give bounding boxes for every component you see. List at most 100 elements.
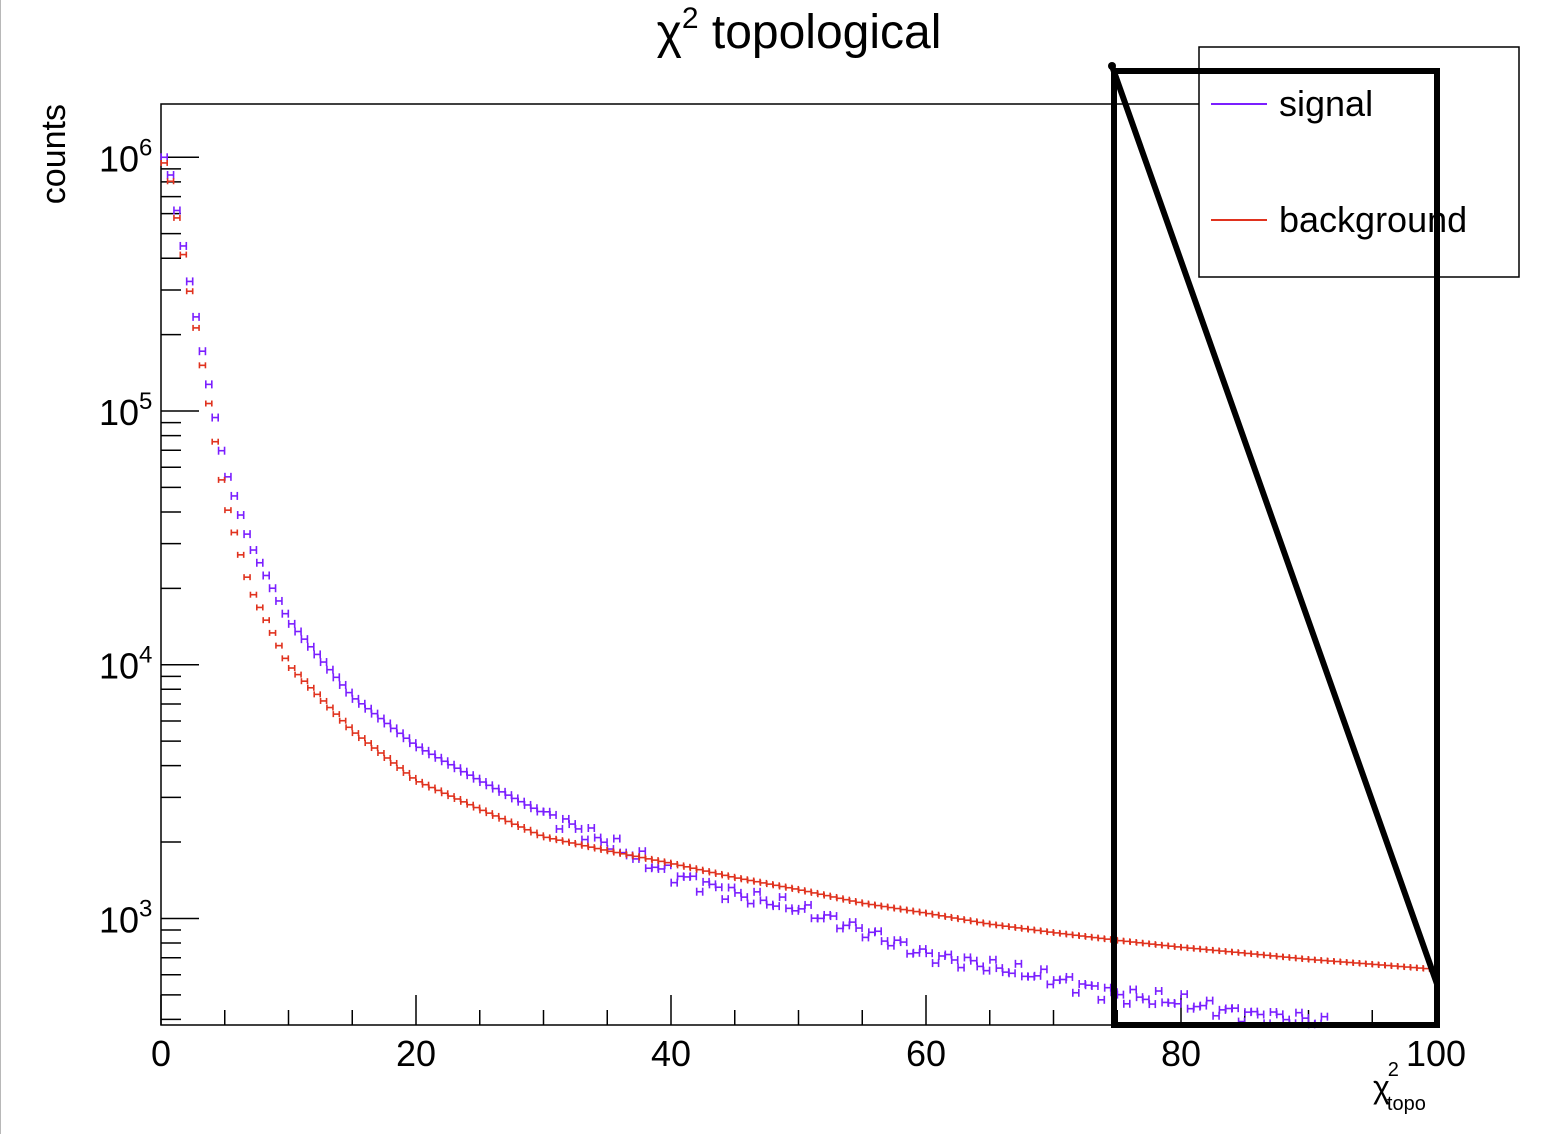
signal-point: [498, 787, 506, 796]
signal-point: [358, 699, 366, 708]
signal-point: [683, 872, 691, 881]
signal-point: [1250, 1007, 1259, 1016]
signal-point: [989, 955, 997, 964]
signal-point: [619, 848, 627, 857]
signal-point: [868, 928, 876, 937]
background-point: [224, 507, 232, 514]
background-point: [874, 902, 882, 909]
signal-point: [1135, 993, 1144, 1002]
signal-point: [1142, 995, 1150, 1004]
signal-point: [1154, 987, 1163, 996]
background-point: [307, 684, 315, 691]
background-point: [1174, 943, 1182, 950]
signal-point: [523, 800, 532, 809]
background-point: [702, 868, 710, 875]
background-point: [460, 798, 468, 805]
background-point: [351, 730, 360, 737]
signal-point: [670, 878, 678, 887]
signal-point: [574, 824, 583, 833]
background-point: [989, 921, 997, 928]
signal-point: [1231, 1004, 1239, 1013]
background-point: [300, 678, 309, 685]
signal-point: [224, 472, 232, 481]
signal-point: [721, 895, 729, 904]
background-point: [651, 857, 659, 864]
background-point: [262, 617, 270, 624]
signal-point: [976, 962, 984, 971]
signal-point: [613, 834, 621, 843]
background-point: [415, 778, 423, 785]
background-point: [249, 591, 258, 598]
signal-point: [1301, 1014, 1310, 1023]
signal-point: [797, 904, 806, 913]
series-signal: [160, 153, 1329, 1029]
background-point: [1384, 962, 1392, 969]
signal-point: [402, 734, 411, 743]
signal-point: [440, 757, 449, 766]
x-axis-title: χ2 topo: [1373, 1059, 1426, 1115]
y-tick-label: 104: [99, 642, 152, 687]
signal-point: [466, 771, 474, 780]
background-point: [1116, 937, 1125, 944]
x-tick-label: 60: [906, 1033, 946, 1074]
background-point: [1320, 957, 1329, 964]
y-axis-title-text: counts: [35, 104, 73, 204]
background-point: [1199, 946, 1208, 953]
background-point: [517, 823, 525, 830]
background-point: [848, 898, 857, 905]
signal-point: [415, 743, 423, 752]
signal-point: [511, 794, 519, 803]
signal-point: [861, 933, 870, 942]
signal-point: [1205, 996, 1214, 1005]
signal-point: [1148, 1000, 1157, 1009]
background-point: [1256, 951, 1265, 958]
signal-point: [351, 694, 360, 703]
background-point: [370, 745, 379, 752]
background-point: [740, 876, 749, 883]
signal-point: [160, 153, 168, 162]
signal-point: [389, 724, 398, 733]
background-point: [428, 784, 436, 791]
background-point: [963, 917, 972, 924]
signal-point: [1001, 968, 1010, 977]
signal-point: [460, 767, 468, 776]
background-point: [1409, 964, 1418, 971]
background-point: [976, 919, 984, 926]
signal-point: [281, 609, 290, 618]
signal-point: [383, 719, 392, 728]
background-point: [1250, 951, 1259, 958]
signal-point: [562, 814, 570, 823]
background-point: [1161, 942, 1169, 949]
signal-point: [893, 936, 902, 945]
background-point: [160, 159, 168, 166]
signal-point: [1212, 1011, 1220, 1020]
y-axis-ticks: 103 104 105 106: [99, 134, 199, 1021]
background-point: [1180, 944, 1188, 951]
signal-point: [874, 927, 882, 936]
background-point: [236, 551, 245, 558]
background-point: [1346, 959, 1354, 966]
signal-point: [957, 963, 965, 972]
background-point: [842, 896, 851, 903]
background-point: [746, 877, 755, 884]
background-point: [396, 764, 404, 771]
signal-point: [766, 900, 774, 909]
background-point: [657, 858, 666, 865]
background-point: [1065, 931, 1074, 938]
signal-point: [842, 921, 851, 930]
signal-point: [1008, 969, 1016, 978]
signal-point: [1123, 999, 1131, 1008]
background-point: [1103, 936, 1112, 943]
signal-point: [644, 864, 653, 873]
background-point: [1378, 961, 1386, 968]
background-point: [766, 881, 774, 888]
background-point: [1078, 933, 1086, 940]
background-point: [326, 704, 334, 711]
x-tick-label: 40: [651, 1033, 691, 1074]
signal-point: [1180, 990, 1188, 999]
background-point: [893, 905, 902, 912]
background-point: [1091, 934, 1099, 941]
y-tick-label: 105: [99, 388, 152, 433]
background-point: [899, 906, 908, 913]
